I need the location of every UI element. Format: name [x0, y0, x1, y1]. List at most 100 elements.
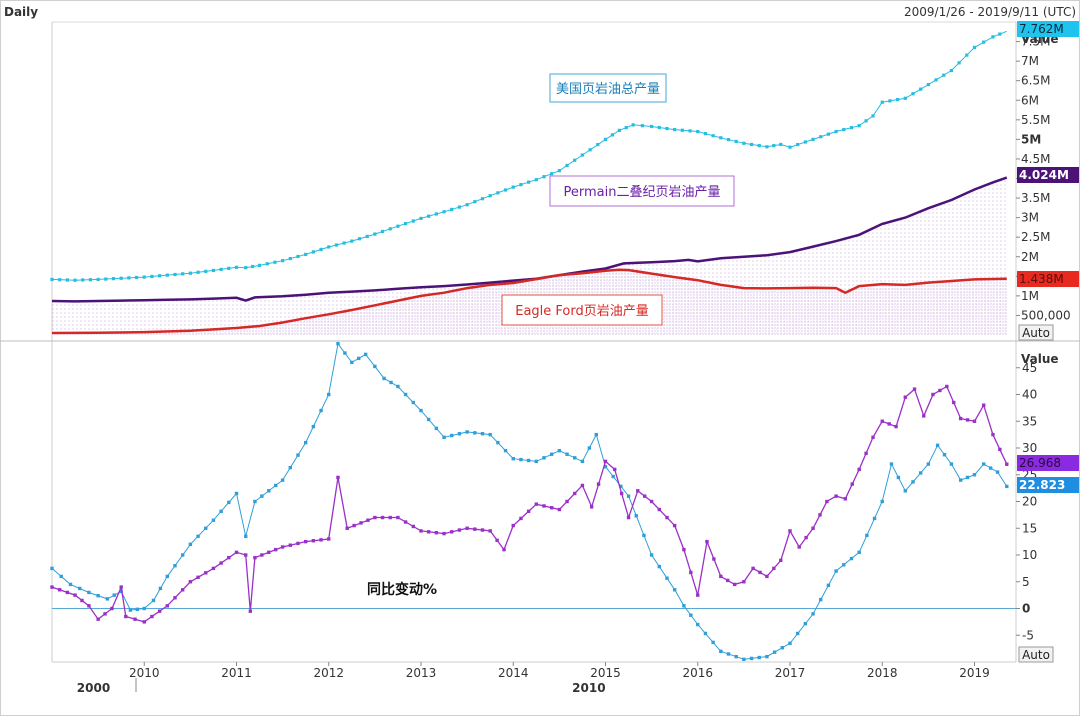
bottom-y-tick-label: 0 [1022, 602, 1030, 616]
permian-yoy-point [142, 620, 146, 624]
us-total-yoy-point [311, 424, 316, 429]
us-total-point [165, 273, 169, 277]
permian-yoy-point [73, 593, 77, 597]
us-total-point [142, 275, 146, 279]
us-total-point [742, 141, 746, 145]
us-total-point [304, 252, 308, 257]
permian-yoy-point [742, 580, 746, 584]
permian-yoy-point [359, 521, 363, 525]
permian-yoy-point [788, 529, 792, 533]
us-total-yoy-point [419, 408, 423, 413]
permian-yoy-point [380, 515, 385, 520]
bottom-scale-auto-button[interactable] [1018, 646, 1054, 663]
permian-yoy-point [804, 535, 808, 540]
us-total-point [450, 207, 454, 212]
permian-yoy-point [636, 489, 640, 493]
permian-yoy-point [779, 558, 783, 563]
permian-yoy-point [765, 574, 769, 579]
permian-yoy-point [96, 617, 100, 621]
us-total-point [565, 163, 569, 168]
us-total-yoy-point [542, 456, 546, 460]
us-total-yoy-point [135, 607, 140, 612]
us-total-point [819, 135, 823, 139]
us-total-yoy-point [496, 440, 500, 445]
top-y-tick-label: 1M [1021, 289, 1039, 303]
permian-yoy-point [403, 520, 408, 524]
us-total-yoy-point [711, 640, 715, 645]
permian-yoy-point [732, 582, 737, 587]
bottom-y-tick-label: 5 [1022, 575, 1030, 589]
us-total-point [527, 180, 531, 184]
us-total-yoy-point [457, 432, 462, 436]
permian-yoy-point [857, 467, 861, 472]
x-tick-label: 2019 [959, 666, 990, 680]
permian-yoy-point [57, 588, 62, 592]
us-total-point [826, 132, 831, 136]
top-y-tick-label: 500,000 [1021, 308, 1071, 322]
us-total-yoy-point [549, 452, 554, 456]
us-total-yoy-point [726, 652, 731, 656]
us-total-yoy-point [296, 453, 300, 457]
us-total-point [473, 200, 477, 204]
us-total-point [273, 260, 277, 264]
permian-yoy-point [589, 505, 594, 509]
us-total-yoy-point [696, 622, 700, 627]
permian-yoy-point [442, 531, 446, 536]
us-total-yoy-point [165, 574, 170, 579]
permian-yoy-point [426, 530, 431, 534]
us-total-yoy-point [580, 459, 585, 464]
permian-yoy-point [526, 509, 531, 514]
us-total-point [442, 210, 446, 214]
us-total-point [419, 216, 423, 221]
us-total-point [58, 278, 62, 282]
us-total-point [957, 61, 961, 65]
x-axis-ticks: 2010 2011 2012 2013 2014 2015 2016 2017 2018 2019 [129, 662, 990, 680]
us-total-point [188, 271, 192, 275]
us-total-yoy-point [889, 462, 894, 466]
us-total-point [327, 245, 331, 249]
permian-yoy-point [649, 499, 654, 504]
us-total-point [688, 129, 692, 133]
top-scale-auto-button[interactable] [1018, 324, 1054, 341]
us-total-point [319, 247, 323, 252]
us-total-yoy-point [68, 582, 73, 587]
us-total-point [610, 133, 615, 137]
permian-yoy-point [834, 494, 838, 498]
us-total-yoy-point [363, 352, 368, 357]
us-total-point [244, 266, 248, 270]
permian-yoy-point [352, 523, 356, 528]
us-total-last-value: 7.762M [1019, 22, 1064, 36]
us-total-point [511, 185, 515, 189]
us-total-point [388, 227, 392, 231]
us-total-yoy-point [426, 417, 431, 422]
us-total-yoy-point [503, 448, 508, 453]
permian-yoy-point [719, 574, 723, 579]
us-total-yoy-point [995, 470, 1000, 474]
legend-box-eagle-ford [501, 294, 663, 326]
us-total-point [227, 266, 231, 270]
permian-area-fill [52, 177, 1007, 333]
permian-yoy-point [50, 585, 54, 589]
us-total-point [903, 96, 907, 100]
permian-yoy-point [244, 553, 248, 557]
us-total-point [404, 222, 408, 226]
permian-yoy-point [450, 530, 454, 534]
us-total-yoy-point [689, 613, 693, 617]
us-total-point [573, 158, 577, 162]
permian-yoy-point [495, 538, 499, 542]
us-total-point [991, 35, 995, 39]
bottom-y-tick-label: 20 [1022, 495, 1037, 509]
permian-yoy-point [473, 527, 477, 531]
us-total-yoy-point [780, 646, 785, 650]
permian-yoy-point [542, 504, 546, 508]
permian-yoy-point [211, 566, 216, 571]
x-tick-label: 2012 [313, 666, 344, 680]
bottom-y-tick-label: 35 [1022, 414, 1037, 428]
us-total-point [480, 197, 485, 201]
permian-yoy-point [502, 547, 506, 552]
us-total-yoy-point [594, 432, 598, 437]
permian-yoy-point [434, 531, 439, 535]
permian-yoy-point [938, 388, 942, 393]
us-total-point [380, 229, 385, 234]
